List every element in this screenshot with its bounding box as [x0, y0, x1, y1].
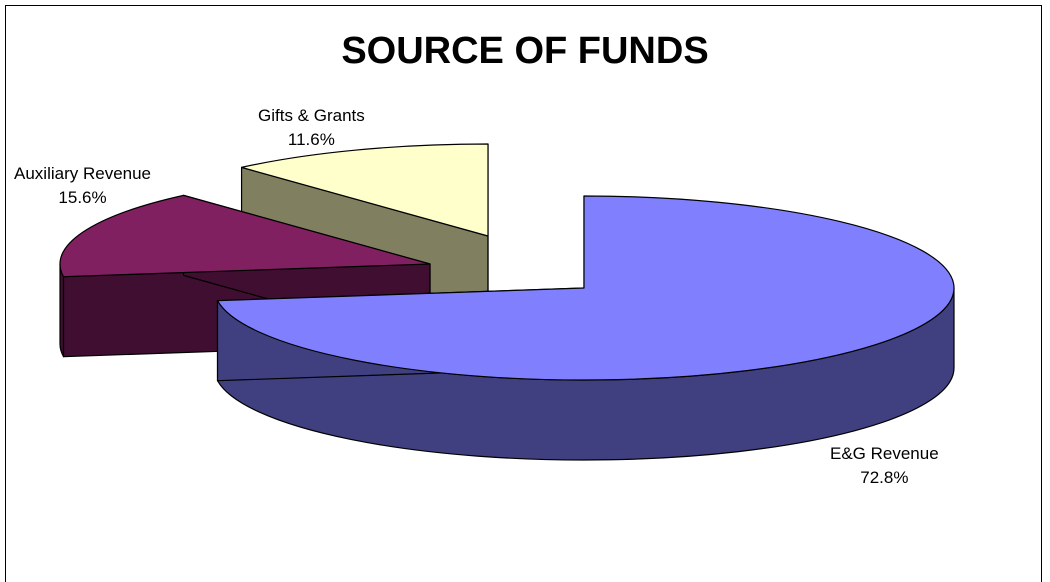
label-gifts-grants-name: Gifts & Grants [258, 106, 365, 125]
label-eg-revenue-pct: 72.8% [860, 468, 909, 487]
slice-top-0 [216, 195, 955, 381]
label-gifts-grants: Gifts & Grants 11.6% [258, 104, 365, 152]
slice-top-2 [240, 143, 489, 237]
slice-top-1 [59, 194, 431, 278]
label-auxiliary-revenue-pct: 15.6% [58, 188, 107, 207]
label-gifts-grants-pct: 11.6% [287, 130, 335, 149]
label-auxiliary-revenue-name: Auxiliary Revenue [14, 164, 152, 183]
label-eg-revenue-name: E&G Revenue [830, 444, 939, 463]
chart-title: SOURCE OF FUNDS [341, 30, 709, 72]
slice-e-g-revenue [216, 195, 955, 461]
label-eg-revenue: E&G Revenue 72.8% [830, 442, 939, 490]
label-auxiliary-revenue: Auxiliary Revenue 15.6% [14, 162, 151, 210]
